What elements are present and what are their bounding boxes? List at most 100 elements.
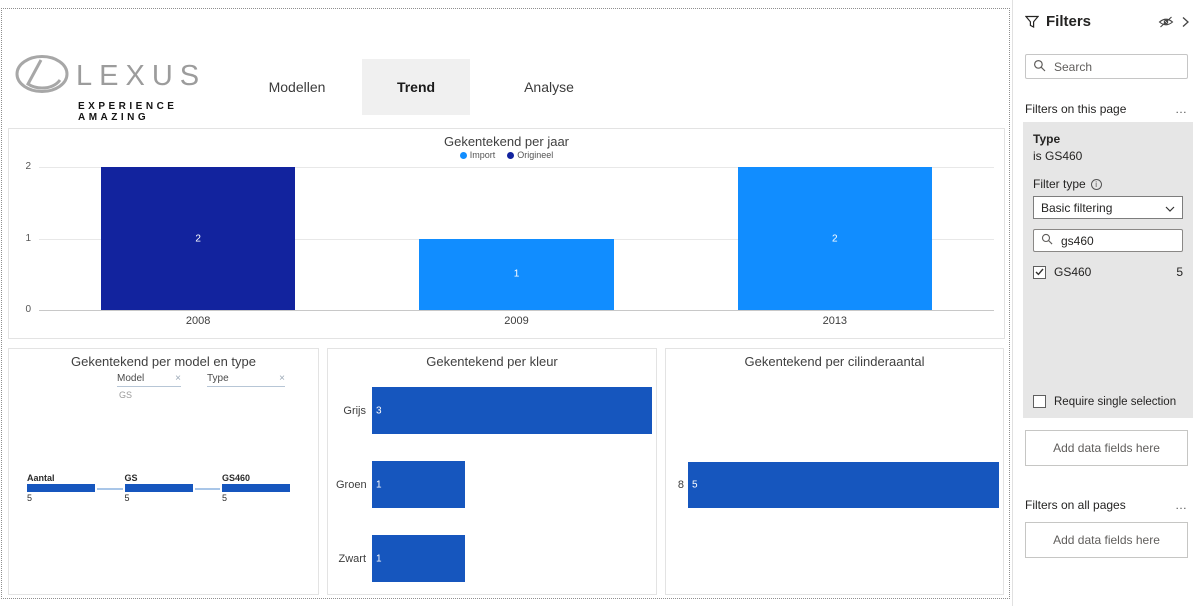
node-value: 5 bbox=[124, 493, 130, 503]
node-bar[interactable] bbox=[222, 484, 290, 492]
checkbox-checked-icon[interactable] bbox=[1033, 265, 1046, 279]
filter-card-type: Type is GS460 Filter type i Basic filter… bbox=[1023, 122, 1193, 418]
filters-pane: Filters Filters on this page … Type is G… bbox=[1012, 0, 1200, 606]
more-options-button[interactable]: … bbox=[1175, 498, 1188, 512]
lexus-tagline: EXPERIENCE AMAZING bbox=[78, 101, 178, 123]
column-bar-2013[interactable]: 2 bbox=[737, 167, 932, 310]
filters-search-input[interactable] bbox=[1052, 58, 1180, 75]
gridline bbox=[39, 310, 994, 311]
y-axis-tick: 0 bbox=[25, 304, 31, 315]
tree-field-headers: Model × Type × bbox=[117, 373, 285, 387]
bar-row: Groen 1 bbox=[336, 461, 652, 508]
legend-dot-icon bbox=[507, 151, 515, 159]
bar-Grijs[interactable]: 3 bbox=[372, 387, 652, 434]
bar-value-label: 3 bbox=[376, 405, 382, 416]
section-label: Filters on all pages bbox=[1025, 498, 1126, 512]
tree-node-aantal[interactable]: Aantal 5 bbox=[27, 473, 95, 503]
chart-title: Gekentekend per cilinderaantal bbox=[744, 354, 925, 369]
filter-option-gs460[interactable]: GS460 5 bbox=[1033, 265, 1183, 279]
category-label: 8 bbox=[677, 478, 684, 491]
category-label: Grijs bbox=[343, 404, 366, 417]
require-single-label: Require single selection bbox=[1054, 395, 1177, 408]
option-label: GS460 bbox=[1054, 265, 1092, 279]
filter-type-row: Filter type i bbox=[1033, 177, 1183, 191]
node-label: GS460 bbox=[222, 473, 251, 483]
filters-search-box[interactable] bbox=[1025, 54, 1188, 79]
remove-field-icon[interactable]: × bbox=[175, 373, 181, 384]
bar-value-label: 1 bbox=[513, 268, 520, 280]
category-label: Zwart bbox=[338, 552, 367, 565]
category-label: Groen bbox=[336, 478, 367, 491]
filter-funnel-icon bbox=[1025, 15, 1039, 29]
node-bar[interactable] bbox=[124, 484, 193, 492]
bar-value-label: 2 bbox=[195, 233, 201, 244]
bar-track: 1 bbox=[372, 461, 652, 508]
filter-value-search-input[interactable] bbox=[1059, 232, 1175, 249]
filter-value-search-box[interactable] bbox=[1033, 229, 1183, 252]
node-label: GS bbox=[124, 473, 138, 483]
legend-item-origineel[interactable]: Origineel bbox=[507, 150, 553, 160]
node-connector bbox=[97, 488, 123, 490]
bar-Zwart[interactable]: 1 bbox=[372, 535, 466, 582]
section-label: Filters on this page bbox=[1025, 102, 1127, 116]
filter-type-dropdown[interactable]: Basic filtering bbox=[1033, 196, 1183, 219]
bar-row: Grijs 3 bbox=[336, 387, 652, 434]
jaar-yaxis: 0 1 2 bbox=[13, 161, 35, 315]
bar-8[interactable]: 5 bbox=[688, 461, 999, 508]
tree-node-gs460[interactable]: GS460 5 bbox=[222, 473, 290, 503]
kleur-rows: Grijs 3 Groen 1 Zwart 1 bbox=[336, 387, 652, 582]
tree-field-type[interactable]: Type × bbox=[207, 373, 285, 387]
tab-analyse[interactable]: Analyse bbox=[524, 79, 574, 95]
filters-title: Filters bbox=[1046, 13, 1092, 30]
node-bar[interactable] bbox=[27, 484, 95, 492]
column-bar-2009[interactable]: 1 bbox=[419, 238, 614, 310]
section-filters-on-this-page: Filters on this page … bbox=[1025, 102, 1188, 116]
field-label: Model bbox=[117, 373, 145, 384]
x-axis-tick: 2008 bbox=[185, 315, 211, 327]
bar-track: 3 bbox=[372, 387, 652, 434]
jaar-plot: 2 1 2 bbox=[39, 167, 994, 311]
report-canvas: LEXUS EXPERIENCE AMAZING Modellen Trend … bbox=[1, 8, 1010, 599]
bar-Groen[interactable]: 1 bbox=[372, 461, 466, 508]
collapse-pane-chevron-icon[interactable] bbox=[1181, 15, 1190, 29]
y-axis-tick: 1 bbox=[25, 232, 31, 244]
column-bar-2008[interactable]: 2 bbox=[101, 167, 296, 310]
chevron-down-icon bbox=[1165, 201, 1175, 215]
hide-pane-eye-slash-icon[interactable] bbox=[1158, 16, 1174, 28]
legend-item-import[interactable]: Import bbox=[459, 150, 495, 160]
filter-field-name: Type bbox=[1033, 132, 1061, 146]
tree-node-gs[interactable]: GS 5 bbox=[124, 473, 193, 503]
lexus-wordmark: LEXUS bbox=[76, 60, 207, 92]
bar-value-label: 2 bbox=[832, 233, 838, 244]
tree-nodes: Aantal 5 GS 5 GS460 5 bbox=[27, 473, 290, 503]
more-options-button[interactable]: … bbox=[1175, 102, 1188, 116]
checkbox-unchecked-icon[interactable] bbox=[1033, 395, 1046, 408]
bar-value-label: 5 bbox=[692, 479, 698, 490]
chart-title: Gekentekend per model en type bbox=[70, 354, 256, 369]
filter-type-label: Filter type bbox=[1033, 177, 1086, 191]
bar-track: 1 bbox=[372, 535, 652, 582]
filters-header: Filters bbox=[1025, 13, 1190, 30]
jaar-xaxis: 2008 2009 2013 bbox=[39, 315, 994, 331]
y-axis-tick: 2 bbox=[25, 161, 31, 172]
require-single-selection-row[interactable]: Require single selection bbox=[1033, 395, 1185, 408]
tab-modellen[interactable]: Modellen bbox=[268, 79, 326, 95]
x-axis-tick: 2009 bbox=[504, 315, 529, 327]
lexus-logo: LEXUS EXPERIENCE AMAZING bbox=[14, 54, 234, 123]
field-label: Type bbox=[207, 373, 229, 384]
tree-field-model[interactable]: Model × bbox=[117, 373, 181, 387]
tab-trend[interactable]: Trend bbox=[362, 59, 470, 115]
bar-value-label: 1 bbox=[376, 553, 382, 564]
add-data-fields-dropzone-all[interactable]: Add data fields here bbox=[1025, 522, 1188, 558]
node-connector bbox=[194, 488, 220, 490]
lexus-emblem-icon bbox=[14, 54, 70, 99]
search-icon bbox=[1041, 233, 1053, 248]
dropdown-value: Basic filtering bbox=[1041, 200, 1113, 215]
remove-field-icon[interactable]: × bbox=[279, 373, 285, 384]
add-data-fields-dropzone-page[interactable]: Add data fields here bbox=[1025, 430, 1188, 466]
